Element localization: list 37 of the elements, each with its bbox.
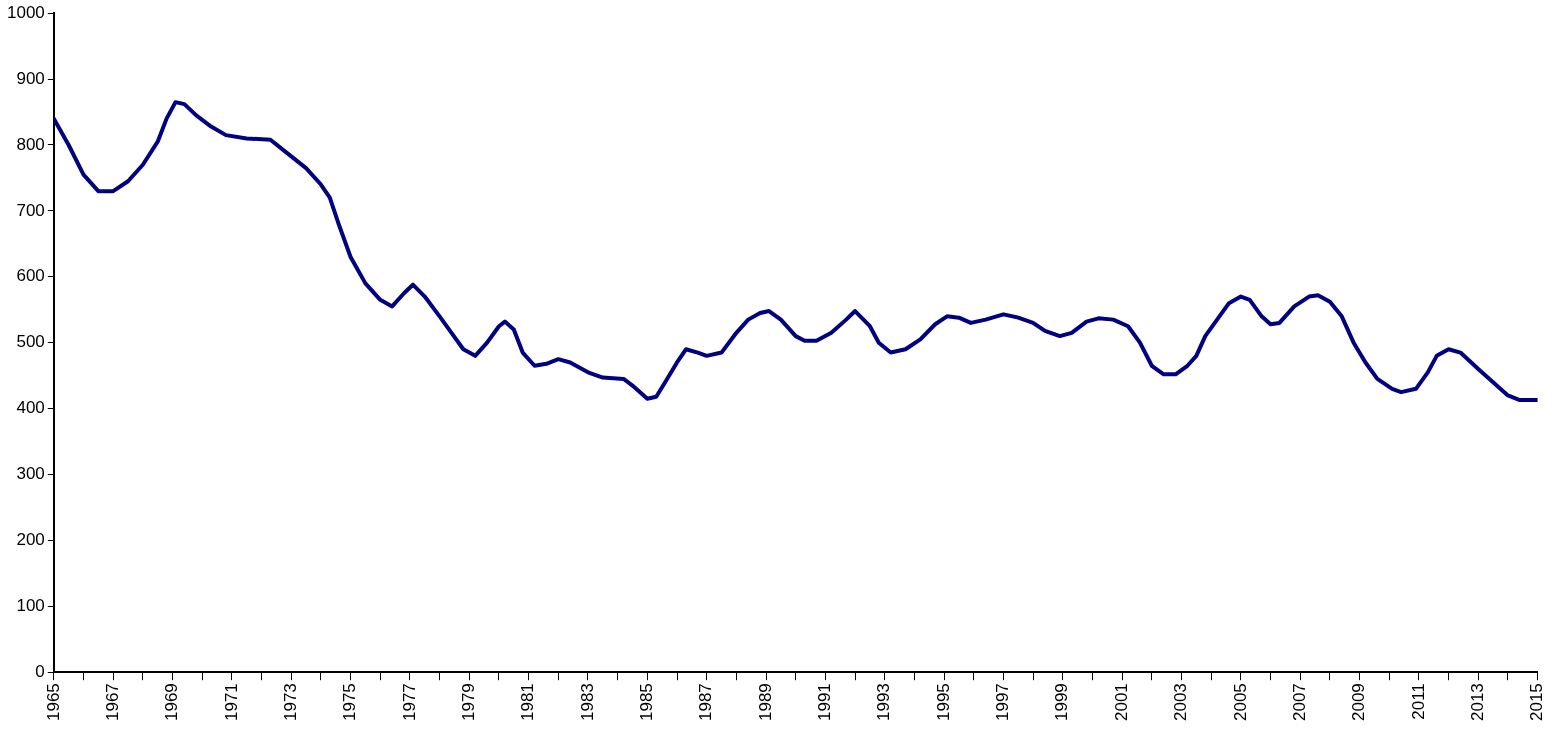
y-tick-label: 500 bbox=[16, 332, 45, 352]
y-tick-label: 1000 bbox=[6, 2, 45, 22]
x-tick-label: 1979 bbox=[458, 683, 478, 722]
y-tick-label: 0 bbox=[35, 661, 45, 681]
x-tick-label: 1991 bbox=[815, 683, 835, 722]
x-tick-label: 1969 bbox=[162, 683, 182, 722]
x-tick-label: 1985 bbox=[637, 683, 657, 722]
y-tick-label: 600 bbox=[16, 266, 45, 286]
x-tick-label: 2013 bbox=[1467, 683, 1487, 722]
x-tick-label: 2007 bbox=[1289, 683, 1309, 722]
x-tick-label: 2009 bbox=[1349, 683, 1369, 722]
x-tick-label: 1999 bbox=[1052, 683, 1072, 722]
y-tick-label: 400 bbox=[16, 398, 45, 418]
x-tick-label: 1965 bbox=[43, 683, 63, 722]
x-tick-label: 1971 bbox=[221, 683, 241, 722]
x-tick-label: 1977 bbox=[399, 683, 419, 722]
x-tick-label: 1975 bbox=[340, 683, 360, 722]
x-tick-label: 1995 bbox=[933, 683, 953, 722]
y-tick-label: 900 bbox=[16, 68, 45, 88]
x-tick-label: 2015 bbox=[1527, 683, 1547, 722]
y-tick-label: 800 bbox=[16, 134, 45, 154]
x-tick-label: 1981 bbox=[518, 683, 538, 722]
x-tick-label: 1989 bbox=[755, 683, 775, 722]
x-tick-label: 1997 bbox=[993, 683, 1013, 722]
x-tick-label: 1973 bbox=[280, 683, 300, 722]
x-tick-label: 2005 bbox=[1230, 683, 1250, 722]
x-tick-label: 1993 bbox=[874, 683, 894, 722]
x-tick-label: 2001 bbox=[1111, 683, 1131, 722]
x-tick-label: 2011 bbox=[1408, 683, 1428, 720]
y-tick-label: 700 bbox=[16, 200, 45, 220]
y-tick-label: 100 bbox=[16, 595, 45, 615]
x-tick-label: 1967 bbox=[102, 683, 122, 722]
y-tick-label: 300 bbox=[16, 464, 45, 484]
x-tick-label: 2003 bbox=[1171, 683, 1191, 722]
x-tick-label: 1987 bbox=[696, 683, 716, 722]
y-tick-label: 200 bbox=[16, 530, 45, 550]
x-tick-label: 1983 bbox=[577, 683, 597, 722]
